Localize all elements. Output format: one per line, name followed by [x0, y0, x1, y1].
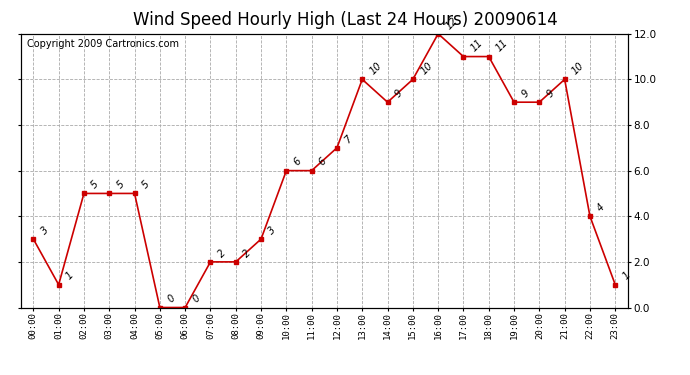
Text: 9: 9 [545, 88, 556, 99]
Text: 11: 11 [469, 38, 485, 54]
Text: 11: 11 [494, 38, 510, 54]
Text: 9: 9 [520, 88, 531, 99]
Text: 9: 9 [393, 88, 404, 99]
Text: 6: 6 [292, 156, 304, 168]
Text: 1: 1 [64, 270, 76, 282]
Text: 6: 6 [317, 156, 328, 168]
Text: 1: 1 [621, 270, 632, 282]
Text: Wind Speed Hourly High (Last 24 Hours) 20090614: Wind Speed Hourly High (Last 24 Hours) 2… [132, 11, 558, 29]
Text: 5: 5 [115, 179, 126, 190]
Text: 5: 5 [90, 179, 101, 190]
Text: 0: 0 [190, 293, 202, 305]
Text: 3: 3 [266, 225, 278, 236]
Text: 5: 5 [140, 179, 152, 190]
Text: 10: 10 [570, 61, 586, 76]
Text: Copyright 2009 Cartronics.com: Copyright 2009 Cartronics.com [27, 39, 179, 49]
Text: 3: 3 [39, 225, 50, 236]
Text: 4: 4 [595, 202, 607, 213]
Text: 2: 2 [216, 248, 228, 259]
Text: 12: 12 [444, 15, 460, 31]
Text: 0: 0 [166, 293, 177, 305]
Text: 7: 7 [342, 134, 354, 145]
Text: 10: 10 [418, 61, 434, 76]
Text: 10: 10 [368, 61, 384, 76]
Text: 2: 2 [241, 248, 253, 259]
